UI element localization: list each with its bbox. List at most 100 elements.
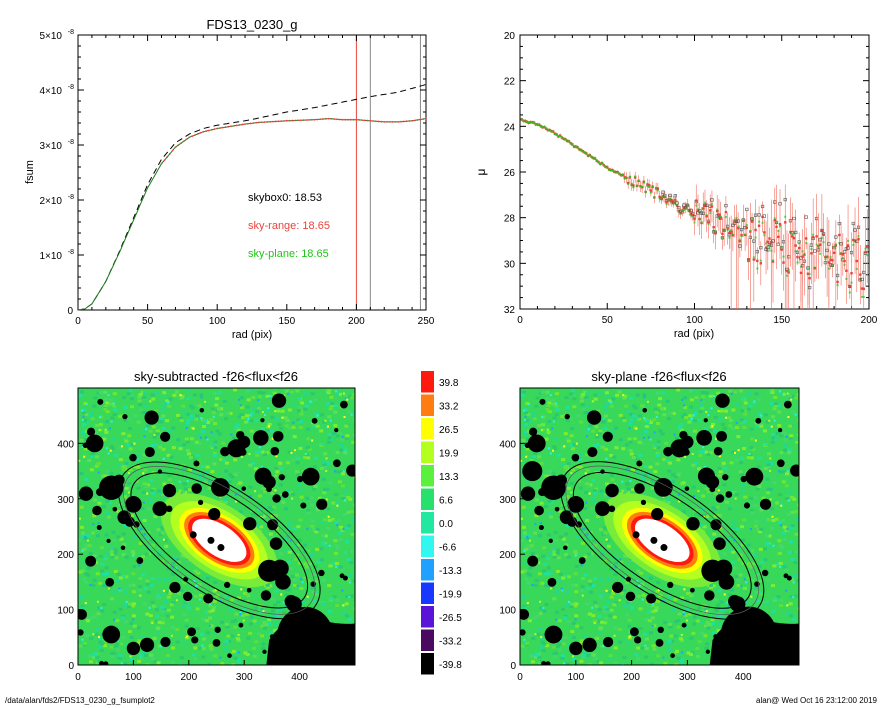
image-noise — [343, 551, 348, 555]
galaxy-isophote — [634, 518, 690, 563]
image-noise — [178, 447, 183, 451]
image-noise — [223, 501, 228, 505]
image-noise — [220, 620, 225, 624]
image-noise — [316, 560, 321, 564]
image-noise — [197, 441, 202, 445]
image-noise — [306, 437, 311, 441]
mu-sky-plane-point — [635, 184, 638, 187]
mu-sky-plane-point — [641, 186, 644, 189]
image-noise — [150, 619, 155, 623]
image-noise — [246, 636, 251, 640]
image-noise — [622, 419, 627, 423]
image-noise — [207, 662, 212, 665]
image-noise — [148, 479, 153, 483]
image-noise — [256, 523, 261, 527]
image-noise — [142, 429, 147, 433]
image-noise — [221, 459, 226, 463]
image-noise — [137, 395, 142, 399]
image-noise — [181, 604, 186, 608]
image-noise — [95, 528, 100, 532]
image-noise — [170, 615, 175, 619]
image-noise-cool — [726, 601, 729, 604]
image-noise — [165, 419, 170, 423]
mu-skybox-point — [682, 203, 686, 207]
image-noise — [627, 618, 632, 622]
mu-x-tick-label: 0 — [517, 315, 523, 326]
image-noise — [689, 594, 694, 598]
image-noise — [623, 604, 628, 608]
image-noise — [245, 652, 250, 656]
image-noise — [773, 402, 778, 406]
image-noise-warm — [98, 429, 101, 432]
image-noise — [647, 610, 652, 614]
image-noise — [186, 396, 191, 400]
image-noise-warm — [685, 619, 688, 622]
image-noise — [757, 397, 762, 401]
mu-sky-plane-point — [578, 148, 581, 151]
image-noise — [118, 654, 123, 658]
image-noise — [335, 434, 340, 438]
image-noise — [712, 532, 717, 536]
fsum-sky-range-point — [338, 118, 341, 121]
image-noise-cool — [249, 495, 252, 498]
image-noise — [668, 595, 673, 599]
mu-skybox-point — [853, 228, 857, 232]
image-noise-warm — [78, 459, 81, 462]
mu-skybox-point — [834, 235, 838, 239]
image-noise — [115, 619, 120, 623]
image-noise — [287, 426, 292, 430]
image-noise — [242, 591, 247, 595]
image-noise — [740, 543, 745, 547]
image-noise — [95, 534, 100, 538]
image-noise — [720, 464, 725, 468]
image-noise — [81, 430, 86, 434]
image-noise — [598, 528, 603, 532]
masked-source — [262, 649, 267, 654]
image-noise — [257, 395, 262, 399]
image-noise — [546, 557, 551, 561]
image-noise — [150, 393, 155, 397]
image-noise — [80, 606, 85, 610]
masked-source — [582, 637, 597, 653]
image-noise-cool — [309, 400, 312, 403]
image-noise — [685, 599, 690, 603]
mu-sky-plane-point — [740, 235, 743, 238]
image-noise — [716, 622, 721, 626]
image-noise — [603, 493, 608, 497]
image-noise — [580, 541, 585, 545]
masked-source — [214, 626, 221, 633]
masked-source-large — [99, 475, 124, 500]
image-noise — [652, 444, 657, 448]
image-noise — [156, 596, 161, 600]
image-noise — [327, 436, 332, 440]
image-noise — [150, 600, 155, 604]
image-noise — [738, 553, 743, 557]
masked-source — [554, 506, 560, 512]
image-noise — [142, 396, 147, 400]
image-noise — [758, 579, 763, 583]
image-noise — [531, 636, 536, 640]
image-noise — [746, 576, 751, 580]
image-noise — [182, 443, 187, 447]
image-noise — [205, 465, 210, 469]
image-noise-warm — [83, 455, 86, 458]
image-noise — [609, 404, 614, 408]
image-noise — [112, 404, 117, 408]
image-noise — [343, 490, 348, 494]
image-noise — [162, 607, 167, 611]
image-noise — [547, 499, 552, 503]
sky-annulus-ellipse — [130, 472, 309, 609]
masked-source-large — [705, 475, 720, 489]
image-noise — [186, 412, 191, 416]
image-noise — [673, 475, 678, 479]
image-noise — [773, 395, 778, 399]
fsum-sky-range-point — [227, 125, 230, 128]
image-noise — [794, 396, 799, 400]
mu-sky-plane-point — [583, 151, 586, 154]
masked-bright-star-core — [325, 627, 355, 659]
image-noise — [149, 539, 154, 543]
image-noise — [121, 532, 126, 536]
image-noise — [228, 411, 233, 415]
image-noise — [255, 453, 260, 457]
masked-source — [689, 587, 695, 593]
